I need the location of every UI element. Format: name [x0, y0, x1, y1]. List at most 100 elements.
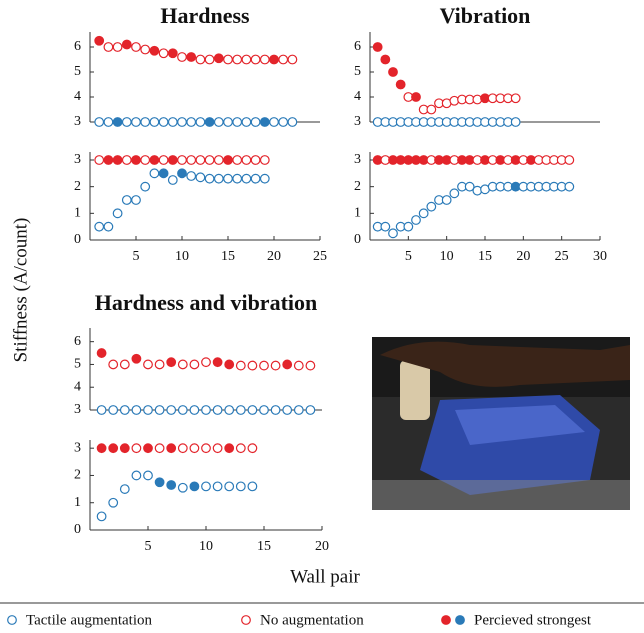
data-point: [113, 118, 122, 127]
data-point: [270, 118, 279, 127]
x-tick-label: 15: [478, 249, 492, 264]
data-point: [196, 55, 205, 64]
data-point: [225, 482, 234, 491]
data-point: [251, 118, 260, 127]
data-point: [373, 43, 382, 52]
data-point: [306, 406, 315, 415]
data-point: [248, 361, 257, 370]
y-tick-label: 3: [354, 114, 361, 129]
y-tick-label: 5: [354, 64, 361, 79]
data-point: [260, 406, 269, 415]
data-point: [271, 406, 280, 415]
data-point: [169, 49, 178, 58]
data-point: [248, 482, 257, 491]
data-point: [225, 406, 234, 415]
data-point: [97, 512, 106, 521]
data-point: [205, 55, 214, 64]
data-point: [511, 94, 520, 103]
x-tick-label: 20: [267, 249, 281, 264]
y-tick-label: 3: [354, 152, 361, 167]
y-tick-label: 5: [74, 64, 81, 79]
data-point: [242, 174, 251, 183]
data-point: [237, 444, 246, 453]
data-point: [169, 118, 178, 127]
data-point: [202, 358, 211, 367]
data-point: [215, 54, 224, 63]
data-point: [167, 406, 176, 415]
y-tick-label: 1: [74, 206, 81, 221]
data-point: [187, 53, 196, 62]
x-tick-label: 5: [145, 539, 152, 554]
data-point: [427, 202, 436, 211]
data-point: [389, 68, 398, 77]
legend-marker: [442, 616, 451, 625]
data-point: [242, 156, 251, 165]
data-point: [233, 55, 242, 64]
data-point: [565, 182, 574, 191]
y-tick-label: 0: [354, 232, 361, 247]
panel-title: Hardness: [160, 3, 250, 28]
x-tick-label: 10: [440, 249, 454, 264]
data-point: [404, 222, 413, 231]
data-point: [202, 482, 211, 491]
data-point: [123, 196, 132, 205]
data-point: [95, 156, 104, 165]
data-point: [104, 156, 113, 165]
data-point: [141, 182, 150, 191]
legend-text: Tactile augmentation: [26, 612, 152, 628]
y-tick-label: 1: [354, 206, 361, 221]
y-tick-label: 2: [74, 468, 81, 483]
data-point: [187, 118, 196, 127]
data-point: [141, 118, 150, 127]
data-point: [224, 156, 233, 165]
data-point: [442, 196, 451, 205]
data-point: [167, 358, 176, 367]
x-tick-label: 20: [315, 539, 329, 554]
data-point: [224, 118, 233, 127]
data-point: [121, 406, 130, 415]
data-point: [251, 156, 260, 165]
data-point: [141, 45, 150, 54]
data-point: [167, 481, 176, 490]
data-point: [104, 118, 113, 127]
data-point: [196, 173, 205, 182]
data-point: [190, 482, 199, 491]
data-point: [121, 444, 130, 453]
data-point: [132, 471, 141, 480]
data-point: [155, 406, 164, 415]
x-tick-label: 20: [516, 249, 530, 264]
x-tick-label: 30: [593, 249, 607, 264]
data-point: [104, 222, 113, 231]
data-point: [306, 361, 315, 370]
data-point: [109, 406, 118, 415]
data-point: [144, 471, 153, 480]
data-point: [396, 80, 405, 89]
data-point: [150, 169, 159, 178]
data-point: [237, 406, 246, 415]
data-point: [196, 118, 205, 127]
figure: Stiffness (A/count) Wall pair Hardness34…: [0, 0, 644, 633]
x-tick-label: 10: [199, 539, 213, 554]
data-point: [261, 156, 270, 165]
data-point: [215, 118, 224, 127]
legend-marker: [242, 616, 251, 625]
data-point: [237, 361, 246, 370]
x-tick-label: 5: [133, 249, 140, 264]
data-point: [412, 216, 421, 225]
data-point: [169, 156, 178, 165]
data-point: [261, 118, 270, 127]
y-tick-label: 4: [74, 379, 81, 394]
data-point: [179, 444, 188, 453]
data-point: [121, 360, 130, 369]
data-point: [144, 406, 153, 415]
data-point: [288, 118, 297, 127]
data-point: [213, 406, 222, 415]
data-point: [150, 118, 159, 127]
data-point: [215, 174, 224, 183]
x-tick-label: 5: [405, 249, 412, 264]
data-point: [251, 174, 260, 183]
x-axis-label: Wall pair: [290, 566, 360, 587]
data-point: [412, 93, 421, 102]
data-point: [261, 174, 270, 183]
data-point: [155, 478, 164, 487]
